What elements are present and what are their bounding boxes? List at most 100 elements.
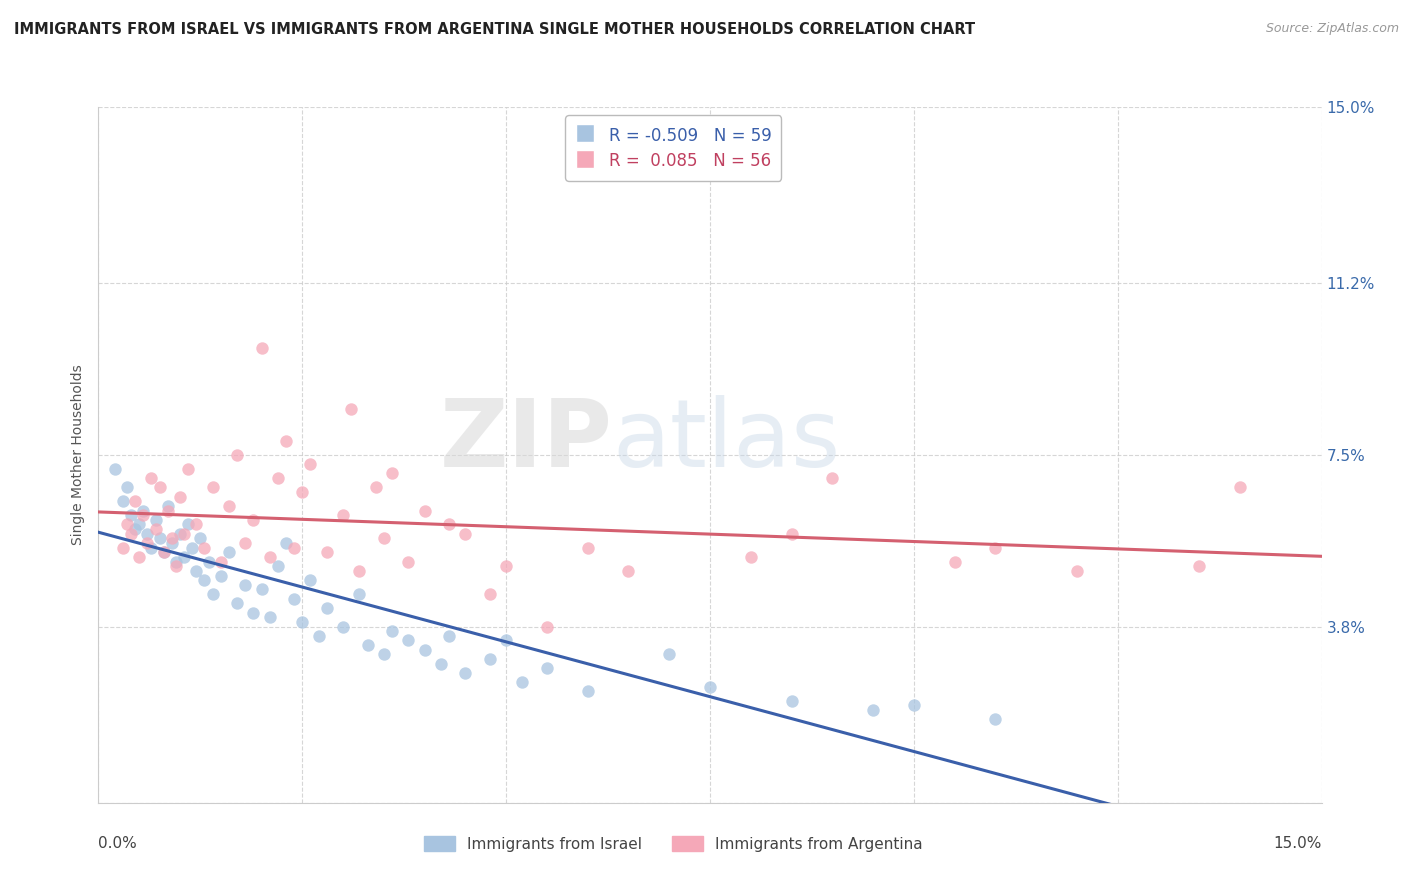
Point xyxy=(209,568,232,582)
Point xyxy=(128,549,150,564)
Point xyxy=(267,471,290,485)
Point xyxy=(699,680,721,694)
Point xyxy=(658,648,681,662)
Point xyxy=(218,499,240,513)
Point xyxy=(250,582,273,597)
Point xyxy=(349,587,371,601)
Point xyxy=(943,555,966,569)
Text: Source: ZipAtlas.com: Source: ZipAtlas.com xyxy=(1265,22,1399,36)
Point xyxy=(780,526,803,541)
Point xyxy=(373,648,395,662)
Point xyxy=(862,703,884,717)
Point xyxy=(454,526,477,541)
Text: ZIP: ZIP xyxy=(439,395,612,487)
Point xyxy=(1229,480,1251,494)
Point xyxy=(315,545,337,559)
Point xyxy=(349,564,371,578)
Point xyxy=(308,629,330,643)
Text: atlas: atlas xyxy=(612,395,841,487)
Point xyxy=(104,462,127,476)
Point xyxy=(141,541,163,555)
Point xyxy=(984,541,1007,555)
Point xyxy=(413,503,436,517)
Point xyxy=(197,555,219,569)
Point xyxy=(274,536,297,550)
Point xyxy=(291,615,314,629)
Point xyxy=(283,541,305,555)
Point xyxy=(169,526,191,541)
Point xyxy=(299,457,322,471)
Point xyxy=(152,545,174,559)
Point xyxy=(193,541,215,555)
Point xyxy=(149,532,172,546)
Point xyxy=(381,624,404,639)
Point xyxy=(115,480,138,494)
Point xyxy=(160,532,183,546)
Point xyxy=(152,545,174,559)
Point xyxy=(111,541,134,555)
Point xyxy=(576,684,599,698)
Point xyxy=(373,532,395,546)
Point xyxy=(177,517,200,532)
Point xyxy=(430,657,453,671)
Point xyxy=(181,541,204,555)
Point xyxy=(299,573,322,587)
Point xyxy=(512,675,534,690)
Point xyxy=(173,549,195,564)
Point xyxy=(233,578,256,592)
Point xyxy=(115,517,138,532)
Point xyxy=(536,619,558,633)
Point xyxy=(149,480,172,494)
Point xyxy=(177,462,200,476)
Point xyxy=(332,619,354,633)
Point xyxy=(136,536,159,550)
Point xyxy=(145,513,167,527)
Point xyxy=(274,434,297,448)
Point xyxy=(156,499,179,513)
Point xyxy=(364,480,387,494)
Point xyxy=(193,573,215,587)
Point xyxy=(984,712,1007,726)
Point xyxy=(396,633,419,648)
Text: 15.0%: 15.0% xyxy=(1274,836,1322,851)
Point xyxy=(437,517,460,532)
Point xyxy=(396,555,419,569)
Point xyxy=(128,517,150,532)
Point xyxy=(291,485,314,500)
Point xyxy=(1188,559,1211,574)
Point xyxy=(495,559,517,574)
Point xyxy=(332,508,354,523)
Text: IMMIGRANTS FROM ISRAEL VS IMMIGRANTS FROM ARGENTINA SINGLE MOTHER HOUSEHOLDS COR: IMMIGRANTS FROM ISRAEL VS IMMIGRANTS FRO… xyxy=(14,22,976,37)
Point xyxy=(259,610,281,624)
Point xyxy=(173,526,195,541)
Point xyxy=(209,555,232,569)
Legend: Immigrants from Israel, Immigrants from Argentina: Immigrants from Israel, Immigrants from … xyxy=(418,830,929,858)
Point xyxy=(124,522,146,536)
Point xyxy=(226,596,249,610)
Point xyxy=(226,448,249,462)
Point xyxy=(437,629,460,643)
Point xyxy=(136,526,159,541)
Point xyxy=(1066,564,1088,578)
Point xyxy=(780,694,803,708)
Point xyxy=(478,652,501,666)
Point xyxy=(478,587,501,601)
Point xyxy=(165,555,187,569)
Point xyxy=(250,341,273,355)
Y-axis label: Single Mother Households: Single Mother Households xyxy=(72,365,86,545)
Point xyxy=(283,591,305,606)
Point xyxy=(340,401,363,416)
Point xyxy=(821,471,844,485)
Point xyxy=(201,587,224,601)
Point xyxy=(160,536,183,550)
Point xyxy=(617,564,640,578)
Point xyxy=(141,471,163,485)
Text: 0.0%: 0.0% xyxy=(98,836,138,851)
Point xyxy=(495,633,517,648)
Point xyxy=(218,545,240,559)
Point xyxy=(259,549,281,564)
Point xyxy=(242,513,264,527)
Point xyxy=(156,503,179,517)
Point xyxy=(315,601,337,615)
Point xyxy=(536,661,558,675)
